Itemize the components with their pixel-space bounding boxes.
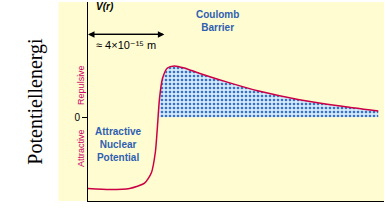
svg-text:Repulsive: Repulsive (76, 65, 86, 105)
svg-text:AttractiveNuclearPotential: AttractiveNuclearPotential (95, 126, 142, 163)
svg-text:≈ 4×10⁻¹⁵ m: ≈ 4×10⁻¹⁵ m (96, 39, 156, 51)
svg-text:Potentiellenergi: Potentiellenergi (24, 38, 47, 165)
svg-text:Attractive: Attractive (76, 129, 86, 167)
svg-text:0: 0 (74, 112, 80, 123)
svg-text:V(r): V(r) (96, 1, 114, 12)
svg-text:CoulombBarrier: CoulombBarrier (196, 9, 239, 33)
